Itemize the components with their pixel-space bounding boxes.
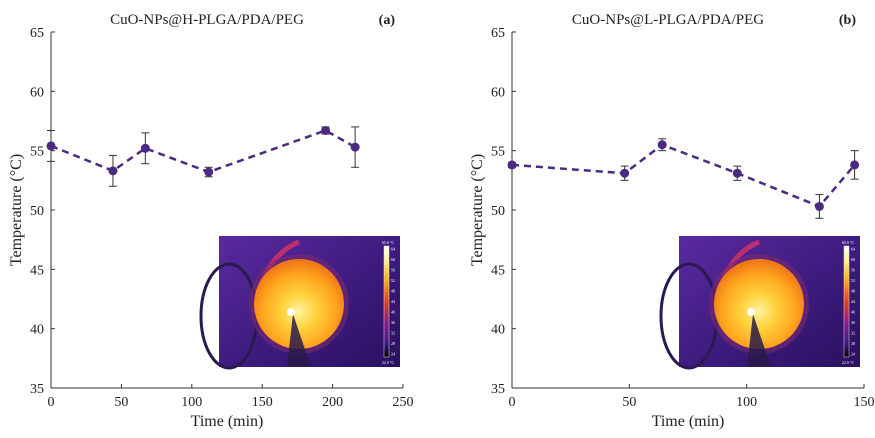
colorbar [843,245,850,358]
x-tick-label: 150 [252,395,273,410]
data-point [46,141,56,151]
colorbar-max-label: 65.0 °C [842,240,855,245]
colorbar-tick-label: 40 [391,310,395,315]
data-point [620,168,630,178]
x-tick-label: 0 [48,395,55,410]
y-tick-label: 35 [30,382,44,397]
colorbar-tick-label: 60 [851,257,855,262]
y-tick-label: 50 [491,204,505,219]
y-tick-label: 65 [30,26,44,41]
data-point [108,166,118,176]
x-tick-label: 150 [854,395,875,410]
x-tick-label: 0 [509,395,516,410]
y-tick-label: 65 [491,26,505,41]
data-point [657,140,667,150]
chart-title: CuO-NPs@L-PLGA/PDA/PEG [572,12,764,28]
y-tick-label: 45 [491,263,505,278]
panel-label: (a) [379,13,396,28]
x-tick-label: 100 [736,395,757,410]
colorbar-tick-label: 60 [391,257,395,262]
colorbar-tick-label: 56 [391,268,395,273]
y-tick-label: 55 [30,145,44,160]
colorbar-tick-label: 36 [851,320,855,325]
colorbar-tick-label: 52 [391,278,395,283]
data-point [350,142,360,152]
panels: 35 40 45 50 55 60 65 0 50 100 150 200 250 Time (min) T… [8,12,875,430]
series-0 [507,138,860,219]
chart-panel-b: 35 40 45 50 55 60 65 0 50 100 150 Time (min) Tempera… [469,12,875,430]
colorbar-tick-label: 44 [851,299,855,304]
colorbar-tick-label: 48 [391,289,395,294]
probe-shadow [287,314,311,367]
y-axis-label: Temperature (°C) [469,154,486,266]
colorbar-tick-label: 48 [851,289,855,294]
colorbar [383,245,390,358]
data-point [507,160,517,170]
colorbar-tick-label: 32 [851,331,855,336]
data-point [732,168,742,178]
laser-spot [747,308,755,316]
x-tick-label: 50 [114,395,128,410]
data-point [140,143,150,153]
colorbar-min-label: 22.0 °C [842,360,855,365]
chart-title: CuO-NPs@H-PLGA/PDA/PEG [110,12,304,28]
x-tick-label: 50 [622,395,636,410]
y-tick-label: 40 [30,323,44,338]
data-point [321,125,331,135]
series-0 [46,125,360,187]
probe-shadow [747,314,771,367]
thermal-image-inset: 65.0 °C 22.0 °C 64 60 56 52 48 44 40 36 32 28 24 [199,236,400,370]
colorbar-tick-label: 56 [851,268,855,273]
colorbar-tick-label: 40 [851,310,855,315]
y-tick-label: 55 [491,145,505,160]
series-line [50,129,356,174]
data-point [850,160,860,170]
colorbar-tick-label: 36 [391,320,395,325]
heated-sample-disc [714,259,804,349]
y-tick-label: 40 [491,323,505,338]
x-tick-label: 100 [181,395,202,410]
laser-spot [287,308,295,316]
y-tick-label: 45 [30,263,44,278]
heated-sample-disc [254,259,344,349]
x-tick-label: 200 [322,395,343,410]
y-tick-label: 50 [30,204,44,219]
chart-panel-a: 35 40 45 50 55 60 65 0 50 100 150 200 250 Time (min) T… [8,12,414,430]
thermal-image-inset: 65.0 °C 22.0 °C 64 60 56 52 48 44 40 36 32 28 24 [659,236,860,370]
colorbar-max-label: 65.0 °C [382,240,395,245]
colorbar-tick-label: 32 [391,331,395,336]
colorbar-tick-label: 28 [851,341,855,346]
y-tick-label: 35 [491,382,505,397]
x-tick-label: 250 [393,395,414,410]
colorbar-tick-label: 64 [851,247,855,252]
data-point [204,167,214,177]
colorbar-tick-label: 44 [391,299,395,304]
colorbar-tick-label: 24 [851,352,855,357]
x-axis-label: Time (min) [652,413,725,430]
colorbar-tick-label: 64 [391,247,395,252]
data-point [814,201,824,211]
y-axis-label: Temperature (°C) [8,154,25,266]
x-axis-label: Time (min) [191,413,264,430]
y-tick-label: 60 [30,85,44,100]
y-tick-label: 60 [491,85,505,100]
colorbar-tick-label: 28 [391,341,395,346]
series-line [511,143,856,208]
colorbar-min-label: 22.0 °C [382,360,395,365]
colorbar-tick-label: 52 [851,278,855,283]
colorbar-tick-label: 24 [391,352,395,357]
panel-label: (b) [839,13,856,28]
